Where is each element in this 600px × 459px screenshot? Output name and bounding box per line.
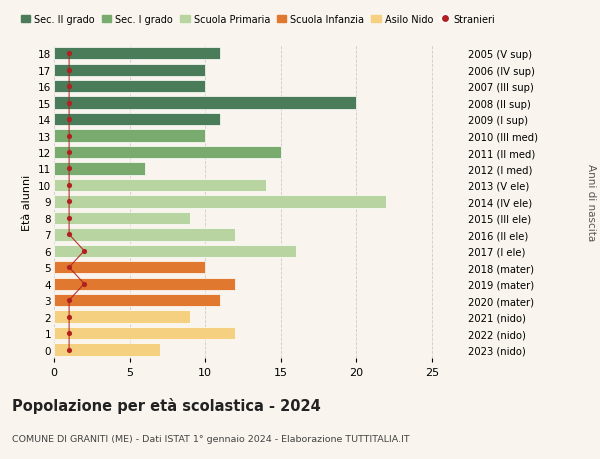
Bar — [54, 278, 235, 290]
Bar — [54, 114, 220, 126]
Point — [64, 215, 74, 222]
Bar — [54, 212, 190, 224]
Bar — [54, 163, 145, 175]
Bar — [54, 196, 386, 208]
Point — [64, 100, 74, 107]
Point — [64, 116, 74, 123]
Point — [64, 50, 74, 58]
Bar — [54, 179, 266, 192]
Text: Anni di nascita: Anni di nascita — [586, 163, 596, 241]
Bar — [54, 229, 235, 241]
Point — [64, 165, 74, 173]
Text: COMUNE DI GRANITI (ME) - Dati ISTAT 1° gennaio 2024 - Elaborazione TUTTITALIA.IT: COMUNE DI GRANITI (ME) - Dati ISTAT 1° g… — [12, 434, 410, 443]
Point — [64, 297, 74, 304]
Bar — [54, 48, 220, 60]
Point — [79, 280, 89, 288]
Legend: Sec. II grado, Sec. I grado, Scuola Primaria, Scuola Infanzia, Asilo Nido, Stran: Sec. II grado, Sec. I grado, Scuola Prim… — [17, 11, 499, 28]
Bar — [54, 245, 296, 257]
Bar — [54, 130, 205, 142]
Bar — [54, 262, 205, 274]
Point — [64, 313, 74, 321]
Point — [64, 346, 74, 353]
Point — [64, 330, 74, 337]
Text: Popolazione per età scolastica - 2024: Popolazione per età scolastica - 2024 — [12, 397, 321, 413]
Point — [64, 231, 74, 239]
Bar — [54, 311, 190, 323]
Bar — [54, 146, 281, 159]
Point — [79, 247, 89, 255]
Y-axis label: Età alunni: Età alunni — [22, 174, 32, 230]
Point — [64, 133, 74, 140]
Point — [64, 182, 74, 189]
Point — [64, 83, 74, 90]
Point — [64, 264, 74, 271]
Bar — [54, 294, 220, 307]
Bar — [54, 64, 205, 77]
Bar — [54, 344, 160, 356]
Bar — [54, 327, 235, 340]
Bar — [54, 97, 356, 110]
Point — [64, 67, 74, 74]
Point — [64, 149, 74, 157]
Point — [64, 198, 74, 206]
Bar — [54, 81, 205, 93]
